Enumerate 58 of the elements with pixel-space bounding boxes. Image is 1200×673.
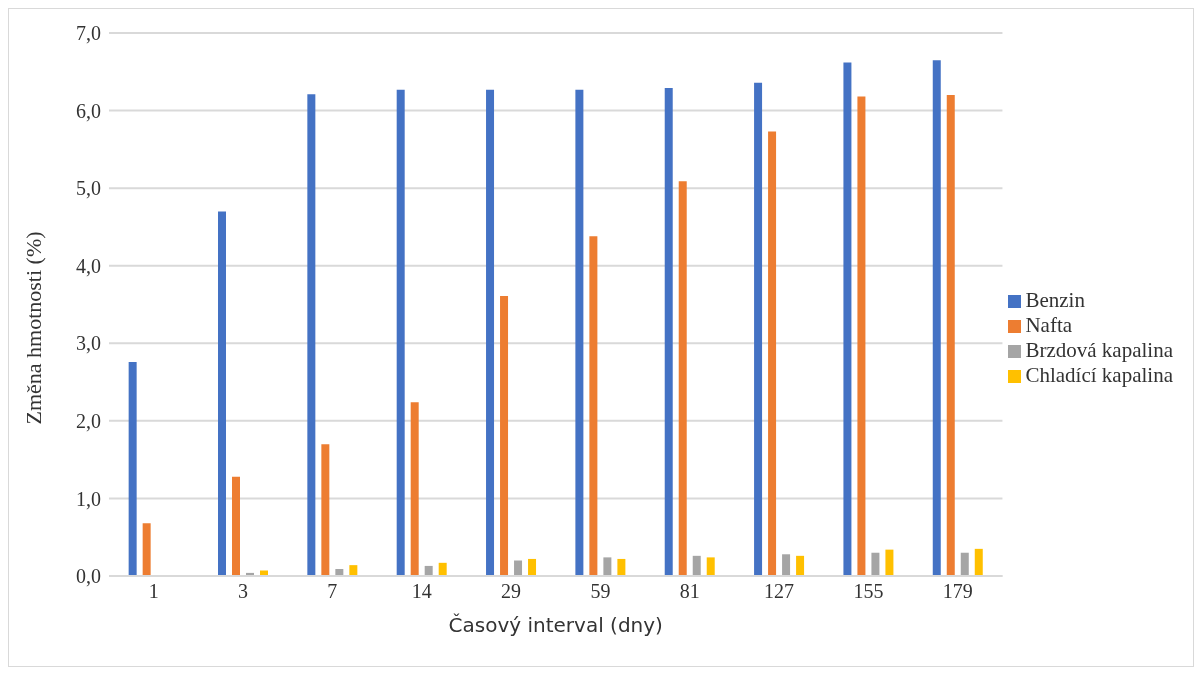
bar (128, 361, 137, 576)
x-axis-title: Časový interval (dny) (448, 613, 663, 637)
bar (528, 558, 537, 576)
y-tick-label: 5,0 (76, 177, 101, 200)
bar (349, 565, 358, 576)
x-tick-label: 3 (238, 580, 249, 603)
bar (486, 89, 495, 576)
bar (754, 82, 763, 576)
bar (843, 62, 852, 576)
bar (232, 476, 240, 576)
legend-label: Brzdová kapalina (1025, 337, 1173, 362)
bar (142, 523, 151, 576)
bar (857, 96, 866, 576)
x-tick-label: 14 (411, 580, 432, 603)
x-tick-label: 127 (764, 580, 795, 603)
bar (885, 549, 894, 576)
legend-label: Benzin (1025, 287, 1085, 312)
legend-label: Chladící kapalina (1025, 362, 1173, 387)
x-tick-label: 1 (148, 580, 159, 603)
bar (960, 552, 969, 576)
bar (617, 558, 626, 576)
bar (218, 211, 226, 576)
y-axis-title: Změna hmotnosti (%) (20, 231, 46, 425)
bar (946, 95, 955, 576)
bar (782, 554, 791, 576)
legend-label: Nafta (1025, 312, 1073, 337)
y-tick-label: 3,0 (76, 332, 101, 355)
bar (589, 236, 598, 576)
y-tick-label: 6,0 (76, 99, 101, 122)
bar (932, 60, 941, 576)
bar (438, 562, 447, 576)
x-tick-label: 179 (942, 580, 973, 603)
x-tick-label: 81 (679, 580, 700, 603)
x-tick-label: 29 (501, 580, 522, 603)
x-tick-label: 59 (590, 580, 611, 603)
bar (410, 402, 419, 576)
y-tick-label: 4,0 (76, 254, 101, 277)
x-tick-label: 7 (327, 580, 338, 603)
bar (603, 557, 612, 576)
x-tick-label: 155 (853, 580, 884, 603)
bar (575, 89, 584, 576)
y-tick-label: 2,0 (76, 409, 101, 432)
y-tick-label: 7,0 (76, 22, 101, 45)
bar (500, 295, 509, 576)
bar (796, 555, 805, 576)
bar (321, 444, 330, 576)
bar (307, 94, 316, 576)
bar (692, 555, 701, 576)
bar (664, 88, 673, 576)
y-tick-label: 1,0 (76, 487, 101, 510)
bar (706, 557, 715, 576)
bar (974, 548, 983, 576)
bar (871, 552, 880, 576)
bar (396, 89, 405, 576)
y-tick-label: 0,0 (76, 565, 101, 588)
bar (514, 560, 523, 576)
bar (678, 181, 687, 576)
bar (768, 131, 777, 576)
